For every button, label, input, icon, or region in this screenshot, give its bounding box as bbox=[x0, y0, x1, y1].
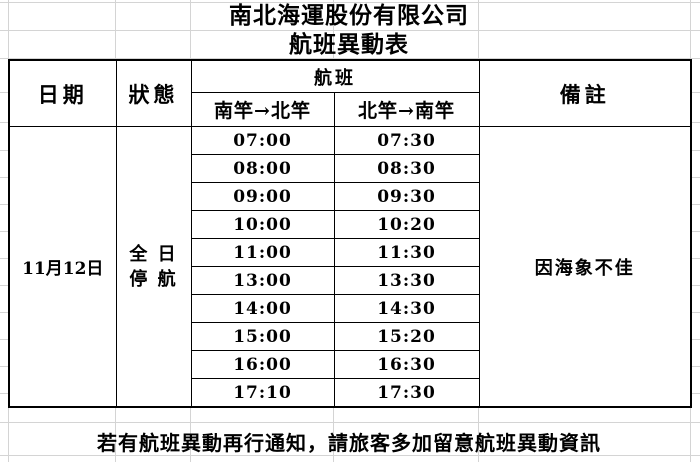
cell-time-inbound: 11:30 bbox=[333, 238, 480, 267]
column-header-note: 備註 bbox=[478, 59, 692, 127]
cell-time-inbound: 16:30 bbox=[333, 350, 480, 379]
column-header-flight-outbound: 南竿→北竿 bbox=[190, 92, 335, 127]
cell-time-inbound: 07:30 bbox=[333, 126, 480, 155]
document-title: 航班異動表 bbox=[289, 31, 409, 58]
cell-note: 因海象不佳 bbox=[478, 126, 692, 408]
cell-time-inbound: 17:30 bbox=[333, 378, 480, 408]
table-row: 11月12日全 日停 航 07:00 07:30 因海象不佳 bbox=[8, 126, 692, 408]
cell-time-outbound: 07:00 bbox=[190, 126, 335, 155]
table-row: 09:00 09:30 bbox=[9, 182, 691, 211]
table-row: 16:00 16:30 bbox=[9, 350, 691, 379]
status-line-2: 停 航 bbox=[129, 268, 178, 290]
column-header-flights-group: 航班 bbox=[190, 59, 480, 93]
cell-time-outbound: 13:00 bbox=[190, 266, 335, 295]
cell-time-inbound: 08:30 bbox=[333, 154, 480, 183]
column-header-flight-inbound: 北竿→南竿 bbox=[333, 92, 480, 127]
table-row: 10:00 10:20 bbox=[9, 210, 691, 239]
status-line-1: 全 日 bbox=[129, 243, 178, 265]
footer-notice: 若有航班異動再行通知，請旅客多加留意航班異動資訊 bbox=[97, 431, 601, 455]
table-body: 11月12日全 日停 航 07:00 07:30 因海象不佳 08:00 08:30 09:… bbox=[8, 126, 692, 408]
cell-date: 11月12日 bbox=[8, 126, 117, 408]
cell-time-outbound: 10:00 bbox=[190, 210, 335, 239]
table-row: 17:10 17:30 bbox=[9, 378, 691, 408]
cell-time-outbound: 09:00 bbox=[190, 182, 335, 211]
cell-time-outbound: 11:00 bbox=[190, 238, 335, 267]
cell-time-inbound: 10:20 bbox=[333, 210, 480, 239]
cell-time-outbound: 08:00 bbox=[190, 154, 335, 183]
cell-status: 全 日停 航 bbox=[115, 126, 192, 408]
flight-change-table: 日期 狀態 航班 備註 南竿→北竿 北竿→南竿 11月12日全 日停 航 07:0… bbox=[8, 59, 692, 408]
table-row: 14:00 14:30 bbox=[9, 294, 691, 323]
table-header: 日期 狀態 航班 備註 南竿→北竿 北竿→南竿 bbox=[8, 59, 692, 127]
cell-time-inbound: 15:20 bbox=[333, 322, 480, 351]
cell-time-inbound: 09:30 bbox=[333, 182, 480, 211]
cell-time-inbound: 14:30 bbox=[333, 294, 480, 323]
cell-time-outbound: 16:00 bbox=[190, 350, 335, 379]
column-header-date: 日期 bbox=[8, 59, 117, 127]
cell-time-outbound: 17:10 bbox=[190, 378, 335, 408]
cell-time-outbound: 15:00 bbox=[190, 322, 335, 351]
company-title: 南北海運股份有限公司 bbox=[229, 2, 469, 29]
cell-time-outbound: 14:00 bbox=[190, 294, 335, 323]
cell-time-inbound: 13:30 bbox=[333, 266, 480, 295]
column-header-status: 狀態 bbox=[115, 59, 192, 127]
